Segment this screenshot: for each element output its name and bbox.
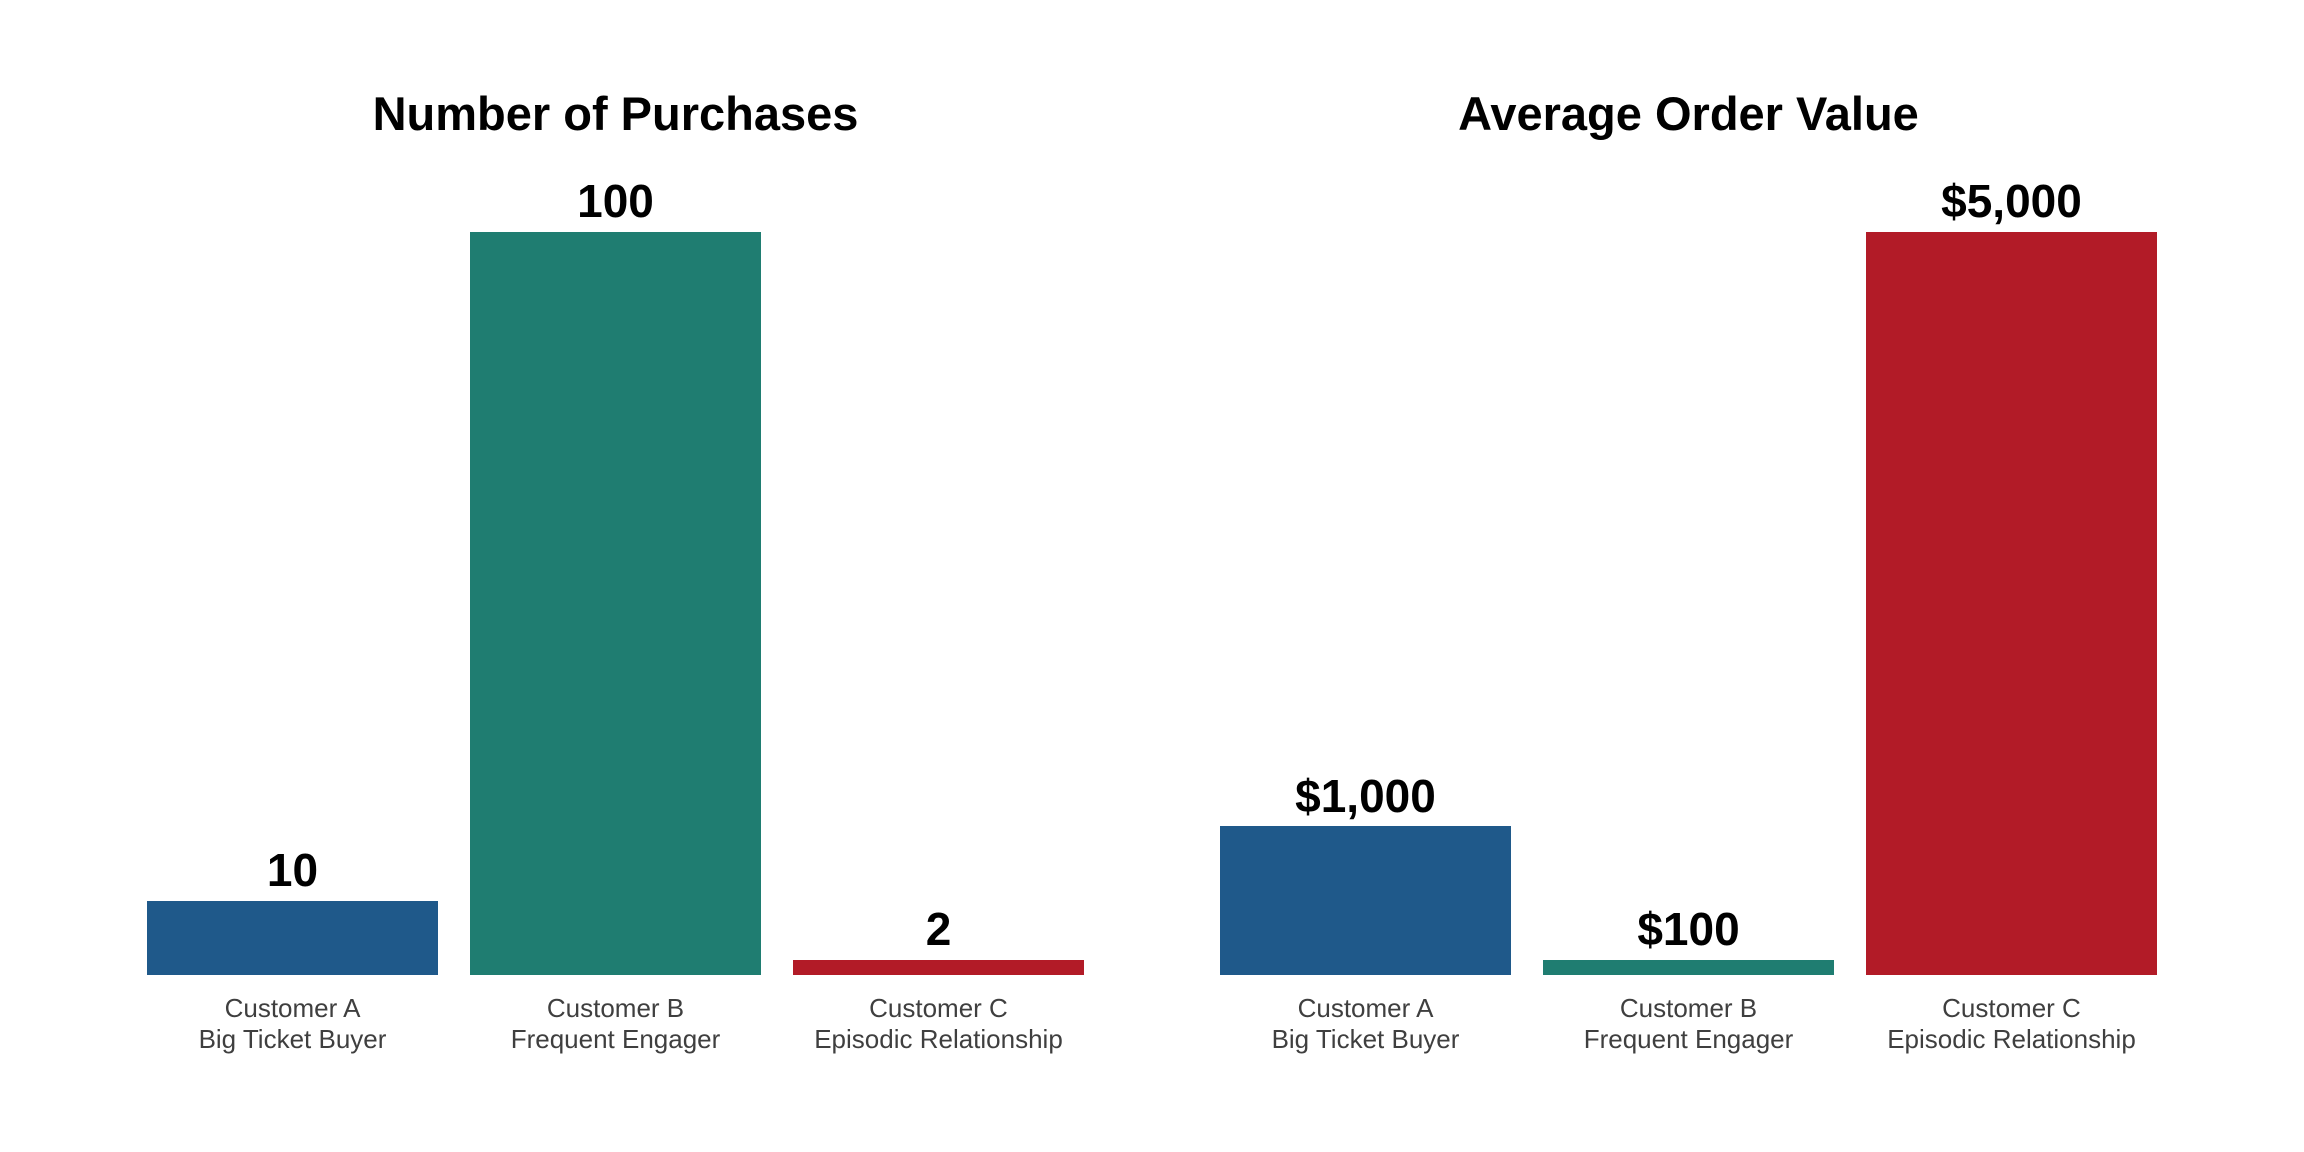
- bar-3: [1866, 232, 2157, 975]
- plot-area: $1,000 Customer A Big Ticket Buyer $100 Cust…: [1220, 175, 2157, 1054]
- chart-title: Average Order Value: [1458, 87, 1919, 140]
- bar-3: [793, 960, 1084, 975]
- category-label-line: Frequent Engager: [1583, 1024, 1794, 1054]
- category-label-line: Customer C: [1942, 993, 2081, 1023]
- category-label: Customer C Episodic Relationship: [1812, 993, 2212, 1055]
- bar-1: [147, 900, 438, 975]
- chart-number-of-purchases: Number of Purchases 10 Customer A Big Tick…: [147, 87, 1084, 1054]
- category-label: Customer C Episodic Relationship: [739, 993, 1139, 1055]
- bar-1: [1220, 826, 1511, 975]
- category-label-line: Big Ticket Buyer: [1271, 1024, 1460, 1054]
- plot-area: 10 Customer A Big Ticket Buyer 100 Customer …: [147, 175, 1084, 1054]
- category-label-line: Episodic Relationship: [814, 1024, 1063, 1054]
- bar-value-label: $100: [1637, 903, 1740, 956]
- bar-2: [470, 232, 761, 975]
- chart-average-order-value: Average Order Value $1,000 Customer A Big …: [1152, 0, 2304, 1152]
- category-label-line: Customer B: [1619, 993, 1758, 1023]
- bar-value-label: $1,000: [1295, 769, 1436, 822]
- category-label: Customer B Frequent Engager: [1489, 993, 1889, 1055]
- category-label-line: Frequent Engager: [510, 1024, 721, 1054]
- category-label-line: Big Ticket Buyer: [198, 1024, 387, 1054]
- category-label-line: Customer A: [1297, 993, 1434, 1023]
- category-label-line: Customer C: [869, 993, 1008, 1023]
- category-label-line: Customer A: [224, 993, 361, 1023]
- category-label-line: Episodic Relationship: [1887, 1024, 2136, 1054]
- bar-value-label: 100: [577, 175, 654, 228]
- category-label: Customer A Big Ticket Buyer: [93, 993, 493, 1055]
- bar-value-label: $5,000: [1941, 175, 2082, 228]
- category-label: Customer A Big Ticket Buyer: [1166, 993, 1566, 1055]
- bar-value-label: 10: [266, 843, 319, 896]
- category-label-line: Customer B: [546, 993, 685, 1023]
- chart-title: Number of Purchases: [372, 87, 859, 140]
- bar-2: [1543, 960, 1834, 975]
- bar-value-label: 2: [925, 903, 952, 956]
- category-label: Customer B Frequent Engager: [416, 993, 816, 1055]
